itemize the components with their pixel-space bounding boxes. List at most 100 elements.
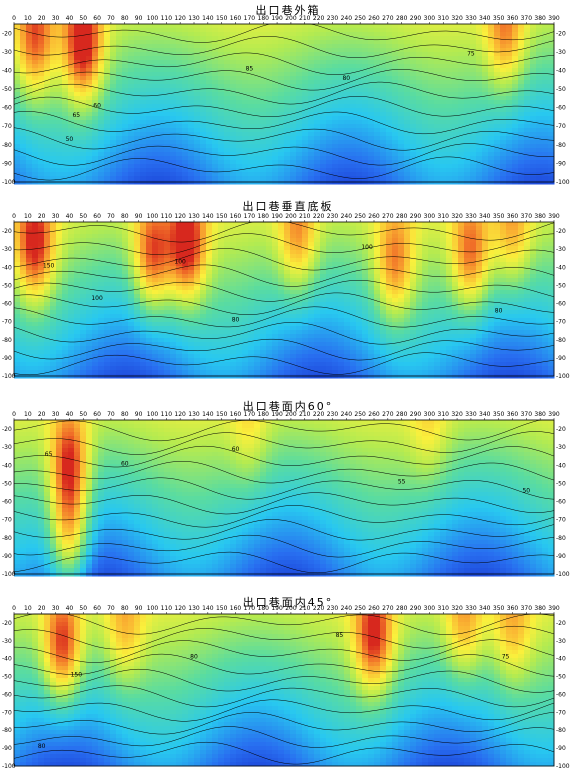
heatmap-cell	[152, 294, 159, 299]
heatmap-cell	[122, 306, 129, 311]
heatmap-cell	[284, 56, 291, 61]
heatmap-cell	[164, 28, 171, 33]
heatmap-cell	[410, 28, 417, 33]
heatmap-cell	[506, 116, 513, 121]
heatmap-cell	[26, 254, 33, 259]
heatmap-cell	[188, 124, 195, 129]
heatmap-cell	[56, 250, 63, 255]
heatmap-cell	[494, 148, 501, 153]
heatmap-cell	[44, 124, 51, 129]
x-tick-label: 150	[216, 15, 228, 22]
heatmap-cell	[26, 172, 33, 177]
heatmap-cell	[140, 40, 147, 45]
heatmap-cell	[38, 140, 45, 145]
heatmap-cell	[98, 238, 105, 243]
heatmap-cell	[290, 172, 297, 177]
heatmap-cell	[260, 84, 267, 89]
x-tick-label: 20	[38, 15, 46, 22]
heatmap-cell	[44, 278, 51, 283]
heatmap-cell	[50, 354, 57, 359]
heatmap-cell	[266, 144, 273, 149]
heatmap-cell	[284, 140, 291, 145]
heatmap-cell	[212, 72, 219, 77]
heatmap-cell	[494, 176, 501, 181]
heatmap-cell	[164, 80, 171, 85]
heatmap-cell	[302, 136, 309, 141]
heatmap-cell	[170, 88, 177, 93]
heatmap-cell	[98, 362, 105, 367]
heatmap-cell	[110, 68, 117, 73]
heatmap-cell	[68, 24, 75, 29]
heatmap-cell	[206, 92, 213, 97]
heatmap-cell	[248, 24, 255, 29]
heatmap-cell	[314, 156, 321, 161]
heatmap-cell	[170, 172, 177, 177]
heatmap-cell	[80, 120, 87, 125]
heatmap-cell	[170, 176, 177, 181]
heatmap-cell	[398, 120, 405, 125]
heatmap-cell	[92, 76, 99, 81]
heatmap-cell	[122, 96, 129, 101]
heatmap-cell	[20, 250, 27, 255]
heatmap-cell	[170, 144, 177, 149]
heatmap-cell	[290, 24, 297, 29]
heatmap-cell	[152, 370, 159, 375]
heatmap-cell	[110, 290, 117, 295]
heatmap-cell	[548, 60, 555, 65]
heatmap-cell	[488, 92, 495, 97]
x-tick-label: 340	[479, 15, 491, 22]
heatmap-cell	[110, 258, 117, 263]
heatmap-cell	[20, 354, 27, 359]
heatmap-cell	[380, 48, 387, 53]
heatmap-cell	[422, 108, 429, 113]
heatmap-cell	[122, 168, 129, 173]
heatmap-cell	[344, 136, 351, 141]
heatmap-cell	[476, 92, 483, 97]
heatmap-cell	[26, 234, 33, 239]
heatmap-cell	[218, 128, 225, 133]
heatmap-cell	[50, 128, 57, 133]
heatmap-cell	[74, 318, 81, 323]
heatmap-cell	[284, 136, 291, 141]
heatmap-cell	[404, 76, 411, 81]
heatmap-cell	[254, 160, 261, 165]
heatmap-cell	[14, 56, 21, 61]
heatmap-cell	[212, 132, 219, 137]
heatmap-cell	[434, 144, 441, 149]
heatmap-cell	[176, 24, 183, 29]
heatmap-cell	[188, 242, 195, 247]
heatmap-cell	[482, 100, 489, 105]
heatmap-cell	[110, 326, 117, 331]
heatmap-cell	[278, 176, 285, 181]
heatmap-cell	[416, 140, 423, 145]
heatmap-cell	[524, 52, 531, 57]
heatmap-cell	[296, 52, 303, 57]
heatmap-cell	[164, 330, 171, 335]
heatmap-cell	[230, 132, 237, 137]
heatmap-cell	[230, 148, 237, 153]
heatmap-cell	[542, 48, 549, 53]
heatmap-cell	[80, 112, 87, 117]
heatmap-cell	[278, 76, 285, 81]
heatmap-cell	[38, 96, 45, 101]
heatmap-cell	[458, 112, 465, 117]
heatmap-cell	[200, 266, 207, 271]
heatmap-cell	[272, 32, 279, 37]
heatmap-cell	[302, 120, 309, 125]
heatmap-cell	[74, 76, 81, 81]
heatmap-cell	[500, 120, 507, 125]
heatmap-cell	[326, 64, 333, 69]
heatmap-cell	[104, 278, 111, 283]
heatmap-cell	[494, 24, 501, 29]
heatmap-cell	[74, 234, 81, 239]
heatmap-cell	[416, 152, 423, 157]
heatmap-cell	[74, 168, 81, 173]
heatmap-cell	[518, 160, 525, 165]
heatmap-cell	[314, 132, 321, 137]
heatmap-cell	[314, 144, 321, 149]
heatmap-cell	[176, 294, 183, 299]
heatmap-cell	[14, 334, 21, 339]
heatmap-cell	[380, 56, 387, 61]
heatmap-cell	[122, 270, 129, 275]
heatmap-cell	[38, 160, 45, 165]
